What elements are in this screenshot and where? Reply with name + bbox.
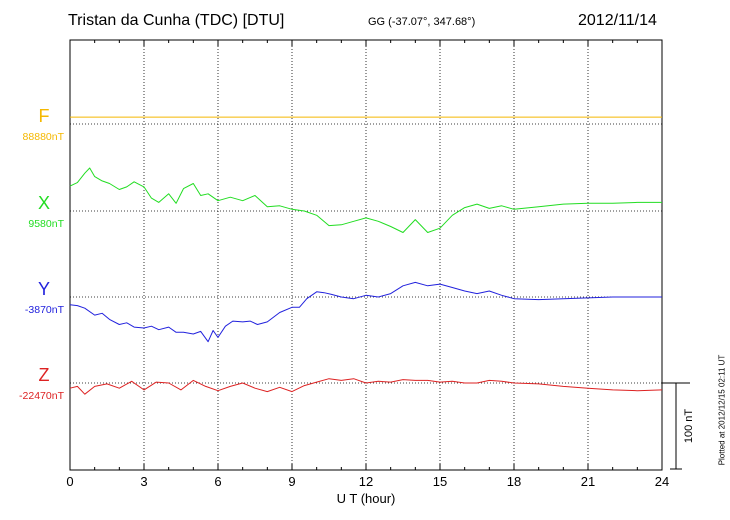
station-title: Tristan da Cunha (TDC) [DTU] [68,12,285,29]
x-tick-label: 9 [288,474,295,489]
x-tick-label: 12 [359,474,373,489]
x-axis-label: U T (hour) [337,491,396,506]
x-tick-label: 21 [581,474,595,489]
x-tick-label: 18 [507,474,521,489]
series-baseline-f: 88880nT [23,131,65,143]
date-label: 2012/11/14 [578,12,657,29]
plotted-timestamp: Plotted at 2012/12/15 02:11 UT [717,354,727,466]
series-line-x [69,167,662,233]
x-tick-label: 24 [655,474,669,489]
series-line-z [69,378,663,395]
scale-bar-label: 100 nT [683,409,695,444]
series-letter-x: X [38,193,50,213]
x-tick-label: 0 [66,474,73,489]
series-letter-z: Z [39,365,50,385]
plot-frame [69,39,663,471]
coordinates-label: GG (-37.07°, 347.68°) [368,16,476,28]
x-tick-label: 6 [214,474,221,489]
series-baseline-y: -3870nT [25,304,65,316]
series-letter-f: F [39,106,50,126]
x-tick-label: 3 [140,474,147,489]
x-tick-label: 15 [433,474,447,489]
series-baseline-x: 9580nT [28,218,64,230]
series-baseline-z: -22470nT [19,390,65,402]
series-line-y [69,281,662,343]
series-letter-y: Y [38,279,50,299]
